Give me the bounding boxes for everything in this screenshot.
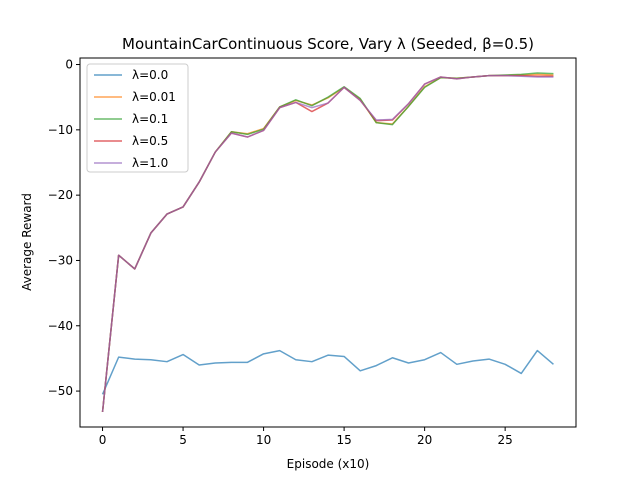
y-axis-label: Average Reward (20, 193, 34, 291)
y-tick-label: −10 (48, 123, 73, 137)
y-axis-ticks: 0 −10 −20 −30 −40 −50 (48, 58, 80, 398)
legend-label: λ=0.01 (132, 90, 176, 104)
x-tick-label: 5 (179, 433, 187, 447)
x-axis-ticks: 0 5 10 15 20 25 (99, 427, 513, 447)
plot-lines (101, 72, 554, 413)
x-axis-label: Episode (x10) (287, 457, 370, 471)
series-line-0 (101, 349, 554, 395)
plot-frame (79, 57, 577, 428)
x-tick-label: 0 (99, 433, 107, 447)
chart-title: MountainCarContinuous Score, Vary λ (See… (122, 35, 534, 53)
legend: λ=0.0 λ=0.01 λ=0.1 λ=0.5 λ=1.0 (86, 63, 189, 173)
y-tick-label: −40 (48, 319, 73, 333)
legend-box (86, 63, 189, 173)
y-tick-label: 0 (65, 58, 73, 72)
legend-label: λ=0.1 (132, 112, 168, 126)
legend-label: λ=0.0 (132, 68, 168, 82)
legend-label: λ=0.5 (132, 134, 168, 148)
y-tick-label: −20 (48, 188, 73, 202)
x-tick-label: 15 (336, 433, 351, 447)
x-tick-label: 20 (417, 433, 432, 447)
y-tick-label: −30 (48, 253, 73, 267)
legend-label: λ=1.0 (132, 156, 168, 170)
y-tick-label: −50 (48, 384, 73, 398)
series-line-4 (101, 74, 554, 413)
x-tick-label: 10 (256, 433, 271, 447)
x-tick-label: 25 (498, 433, 513, 447)
